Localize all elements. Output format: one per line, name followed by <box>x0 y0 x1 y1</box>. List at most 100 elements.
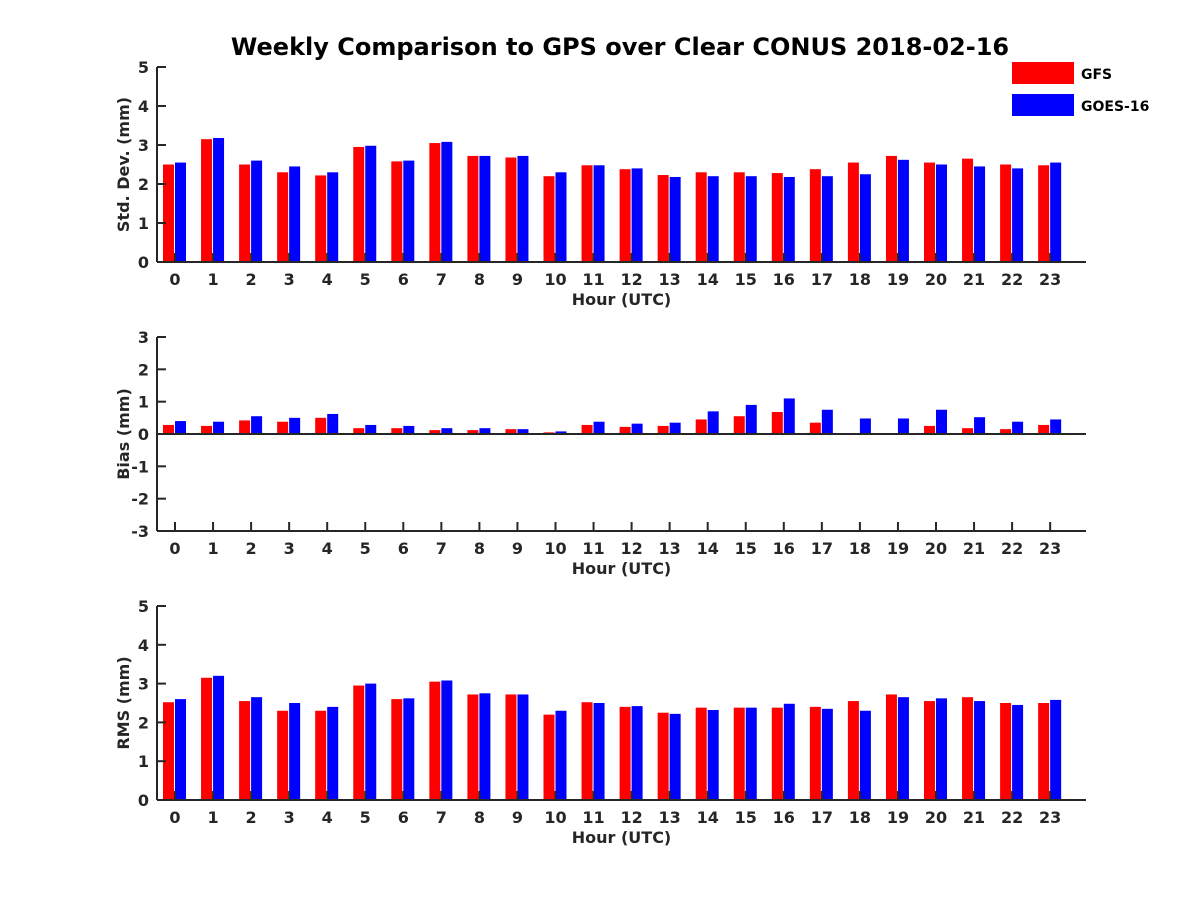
bias-bar-gfs-21 <box>962 428 974 434</box>
std-dev-x-tick-label: 0 <box>169 270 180 289</box>
rms-bar-goes16-18 <box>859 710 871 800</box>
bias-x-tick-label: 21 <box>963 539 985 558</box>
std-dev-bar-goes16-19 <box>897 159 909 262</box>
rms-bar-goes16-6 <box>403 698 415 800</box>
bias-bar-goes16-8 <box>479 428 491 434</box>
bias-bar-gfs-22 <box>1000 429 1012 434</box>
bias-bar-goes16-13 <box>669 422 681 434</box>
rms-x-tick-label: 10 <box>544 808 566 827</box>
std-dev-x-tick-label: 2 <box>246 270 257 289</box>
bias-bar-goes16-4 <box>327 413 339 434</box>
bias-y-tick-label: 2 <box>138 360 149 379</box>
rms-bar-goes16-5 <box>365 683 377 800</box>
bias-bar-goes16-17 <box>821 409 833 434</box>
std-dev-bar-goes16-22 <box>1012 168 1024 262</box>
rms-x-tick-label: 23 <box>1039 808 1061 827</box>
rms-x-tick-label: 5 <box>360 808 371 827</box>
std-dev-bar-goes16-7 <box>441 141 453 262</box>
bias-x-tick-label: 15 <box>735 539 757 558</box>
std-dev-x-tick-label: 16 <box>773 270 795 289</box>
rms-bar-gfs-5 <box>353 685 365 800</box>
rms-x-tick-label: 22 <box>1001 808 1023 827</box>
rms-bar-gfs-19 <box>885 694 897 800</box>
std-dev-bar-gfs-14 <box>695 172 707 262</box>
bias-bar-gfs-6 <box>391 428 403 434</box>
rms-bar-gfs-2 <box>239 701 251 800</box>
bias-x-tick-label: 10 <box>544 539 566 558</box>
std-dev-bar-gfs-23 <box>1038 165 1050 262</box>
std-dev-x-tick-label: 1 <box>207 270 218 289</box>
legend-label-goes16: GOES-16 <box>1081 99 1149 115</box>
rms-bar-goes16-2 <box>251 697 263 800</box>
rms-bar-gfs-13 <box>657 712 669 800</box>
std-dev-bar-gfs-6 <box>391 161 403 262</box>
rms-x-tick-label: 6 <box>398 808 409 827</box>
bias-x-axis-label: Hour (UTC) <box>572 559 672 578</box>
bias-bar-goes16-20 <box>936 409 947 434</box>
bias-bar-gfs-12 <box>619 426 631 434</box>
rms-x-tick-label: 4 <box>322 808 333 827</box>
std-dev-bar-gfs-8 <box>467 155 479 262</box>
rms-bar-gfs-4 <box>315 710 327 800</box>
std-dev-x-axis-label: Hour (UTC) <box>572 290 672 309</box>
std-dev-y-tick-label: 1 <box>138 214 149 233</box>
bias-x-tick-label: 20 <box>925 539 947 558</box>
bias-bar-gfs-3 <box>277 421 289 434</box>
bias-x-tick-label: 5 <box>360 539 371 558</box>
std-dev-x-tick-label: 14 <box>697 270 719 289</box>
bias-bar-goes16-9 <box>517 429 529 434</box>
rms-bar-goes16-9 <box>517 694 529 800</box>
rms-bar-goes16-20 <box>936 698 947 800</box>
bias-x-tick-label: 2 <box>246 539 257 558</box>
rms-x-tick-label: 9 <box>512 808 523 827</box>
std-dev-x-tick-label: 5 <box>360 270 371 289</box>
legend: GFS GOES-16 <box>1012 62 1149 116</box>
std-dev-bar-goes16-23 <box>1050 162 1062 262</box>
bias-x-tick-label: 12 <box>620 539 642 558</box>
std-dev-bar-goes16-8 <box>479 155 491 262</box>
bias-bar-goes16-3 <box>289 417 301 434</box>
rms-bar-goes16-1 <box>213 675 225 800</box>
std-dev-bar-gfs-2 <box>239 164 251 262</box>
bias-y-tick-label: -1 <box>131 457 149 476</box>
std-dev-x-tick-label: 23 <box>1039 270 1061 289</box>
rms-x-tick-label: 18 <box>849 808 871 827</box>
std-dev-y-tick-label: 0 <box>138 253 149 272</box>
chart-title: Weekly Comparison to GPS over Clear CONU… <box>231 33 1009 61</box>
rms-bar-gfs-22 <box>1000 703 1012 800</box>
bias-bar-goes16-22 <box>1012 421 1024 434</box>
bias-x-tick-label: 19 <box>887 539 909 558</box>
std-dev-bar-goes16-14 <box>707 176 719 262</box>
bias-bar-gfs-15 <box>733 416 745 434</box>
bias-x-tick-label: 8 <box>474 539 485 558</box>
rms-x-tick-label: 12 <box>620 808 642 827</box>
std-dev-x-tick-label: 3 <box>284 270 295 289</box>
std-dev-bar-goes16-15 <box>745 176 757 262</box>
bias-x-tick-label: 13 <box>659 539 681 558</box>
std-dev-bar-goes16-9 <box>517 155 529 262</box>
legend-swatch-gfs <box>1012 62 1074 84</box>
bias-y-tick-label: 0 <box>138 425 149 444</box>
bias-x-tick-label: 9 <box>512 539 523 558</box>
rms-bar-goes16-8 <box>479 693 491 800</box>
bias-x-tick-label: 11 <box>582 539 604 558</box>
std-dev-bar-gfs-9 <box>505 157 517 262</box>
bias-bar-goes16-19 <box>897 418 909 434</box>
std-dev-x-tick-label: 8 <box>474 270 485 289</box>
rms-y-tick-label: 1 <box>138 752 149 771</box>
bias-bar-gfs-14 <box>695 419 707 434</box>
std-dev-y-tick-label: 4 <box>138 97 149 116</box>
std-dev-bar-goes16-1 <box>213 137 225 262</box>
std-dev-bar-goes16-18 <box>859 174 871 262</box>
std-dev-x-tick-label: 20 <box>925 270 947 289</box>
rms-y-tick-label: 4 <box>138 636 149 655</box>
std-dev-x-tick-label: 18 <box>849 270 871 289</box>
bias-x-tick-label: 7 <box>436 539 447 558</box>
std-dev-bar-goes16-11 <box>593 165 605 262</box>
bias-bar-gfs-11 <box>581 424 593 434</box>
rms-bar-goes16-11 <box>593 703 605 800</box>
rms-bar-gfs-18 <box>847 701 859 800</box>
bias-bar-gfs-2 <box>239 420 251 434</box>
